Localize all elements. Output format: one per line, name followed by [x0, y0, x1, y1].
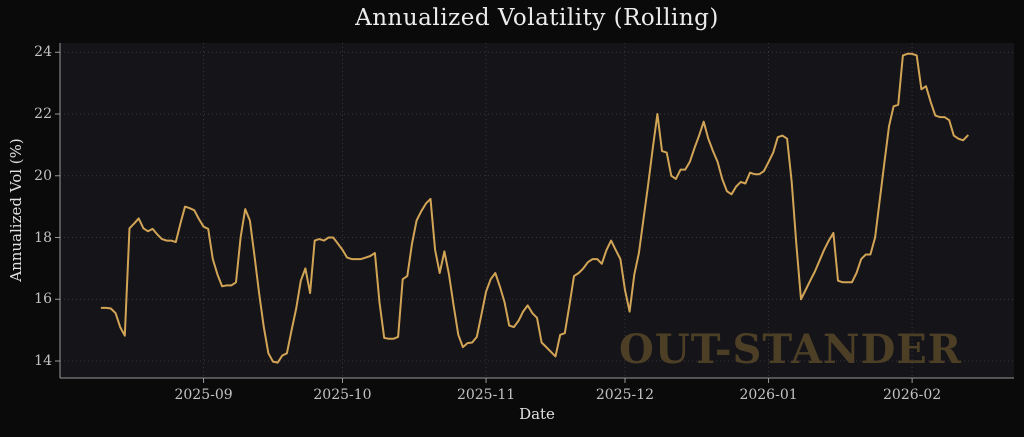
x-tick-label: 2025-12 — [595, 387, 655, 403]
x-tick-label: 2025-09 — [174, 387, 233, 403]
series-line-annualized-vol — [100, 52, 969, 364]
x-tick-label: 2026-02 — [883, 387, 942, 403]
x-tick-label: 2025-11 — [456, 387, 516, 403]
y-tick-label: 16 — [34, 291, 52, 308]
y-axis-label: Annualized Vol (%) — [7, 138, 25, 282]
y-tick-label: 14 — [34, 353, 52, 370]
x-tick-label: 2026-01 — [739, 387, 798, 403]
y-tick-label: 20 — [34, 167, 52, 184]
x-tick-label: 2025-10 — [313, 387, 372, 403]
y-tick-label: 22 — [34, 106, 52, 122]
x-axis-label: Date — [519, 405, 555, 423]
watermark: OUT-STANDER — [619, 326, 962, 373]
y-tick-label: 18 — [34, 229, 52, 246]
y-tick-label: 24 — [34, 44, 52, 61]
chart-title: Annualized Volatility (Rolling) — [355, 5, 719, 31]
